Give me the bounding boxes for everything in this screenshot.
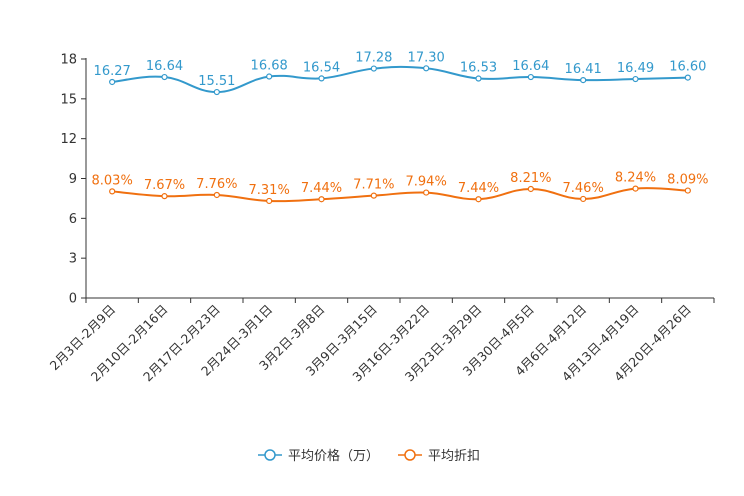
series-0: 16.27 16.64 15.51 16.68 16.54 17.28 17.30 16.53… [94, 50, 706, 96]
series-group: 16.27 16.64 15.51 16.68 16.54 17.28 17.30 16.53… [92, 50, 708, 205]
y-tick-label: 0 [69, 292, 77, 307]
data-point [266, 73, 273, 80]
legend-item-1[interactable]: 平均折扣 [398, 449, 480, 464]
legend-label: 平均价格（万） [288, 448, 379, 464]
legend-marker [404, 449, 416, 461]
data-point [580, 77, 587, 84]
data-label: 7.71% [353, 178, 394, 193]
data-point [423, 189, 430, 196]
y-tick-label: 6 [69, 212, 77, 227]
data-point [632, 75, 639, 83]
data-label: 7.31% [249, 183, 290, 198]
data-label: 8.21% [510, 171, 551, 186]
legend-item-0[interactable]: 平均价格（万） [258, 448, 379, 464]
data-label: 7.44% [301, 181, 342, 196]
data-label: 16.49 [617, 61, 654, 76]
data-point [527, 73, 534, 81]
data-label: 16.64 [512, 59, 549, 74]
data-label: 7.44% [458, 181, 499, 196]
data-label: 16.41 [565, 62, 602, 77]
data-point [266, 197, 273, 205]
data-label: 16.53 [460, 61, 497, 76]
legend-label: 平均折扣 [428, 449, 480, 464]
data-label: 16.27 [94, 64, 131, 79]
data-point [527, 185, 534, 193]
y-tick-label: 18 [60, 53, 77, 68]
data-point [370, 65, 377, 72]
data-label: 8.24% [615, 171, 656, 186]
y-tick-label: 9 [69, 172, 77, 187]
data-point [213, 191, 220, 199]
data-label: 7.67% [144, 178, 185, 193]
data-point [161, 73, 168, 81]
data-label: 7.94% [406, 175, 447, 190]
data-label: 17.28 [355, 51, 392, 66]
data-point [475, 196, 482, 203]
series-1: 8.03% 7.67% 7.76% 7.31% 7.44% 7.71% 7.94% 7.44%… [92, 171, 708, 205]
data-point [632, 185, 639, 192]
y-tick-label: 15 [60, 92, 77, 107]
y-tick-label: 12 [60, 132, 77, 147]
data-label: 16.54 [303, 60, 340, 75]
data-point [318, 75, 325, 82]
data-label: 8.03% [92, 173, 133, 188]
data-point [213, 88, 220, 96]
data-label: 16.64 [146, 59, 183, 74]
data-point [423, 65, 430, 72]
data-point [109, 78, 116, 86]
data-point [161, 193, 168, 200]
data-label: 16.68 [251, 59, 288, 74]
data-label: 8.09% [667, 173, 708, 188]
legend-marker [264, 449, 276, 461]
data-point [580, 195, 587, 203]
x-axis-ticks: 2月3日-2月9日2月10日-2月16日2月17日-2月23日2月24日-3月1… [47, 298, 715, 384]
data-label: 16.60 [669, 60, 706, 75]
data-label: 17.30 [408, 50, 445, 65]
data-label: 7.76% [196, 177, 237, 192]
data-point [109, 188, 116, 195]
legend: 平均价格（万） 平均折扣 [258, 448, 480, 464]
data-label: 7.46% [563, 181, 604, 196]
data-label: 15.51 [198, 74, 235, 89]
data-point [684, 187, 691, 194]
series-line [112, 187, 688, 203]
data-point [684, 74, 691, 81]
y-axis-ticks: 0 3 6 9 12 15 18 [60, 53, 86, 307]
data-point [475, 75, 482, 82]
series-line [112, 65, 688, 94]
data-point [318, 196, 325, 203]
data-point [370, 192, 377, 199]
y-tick-label: 3 [69, 252, 77, 267]
